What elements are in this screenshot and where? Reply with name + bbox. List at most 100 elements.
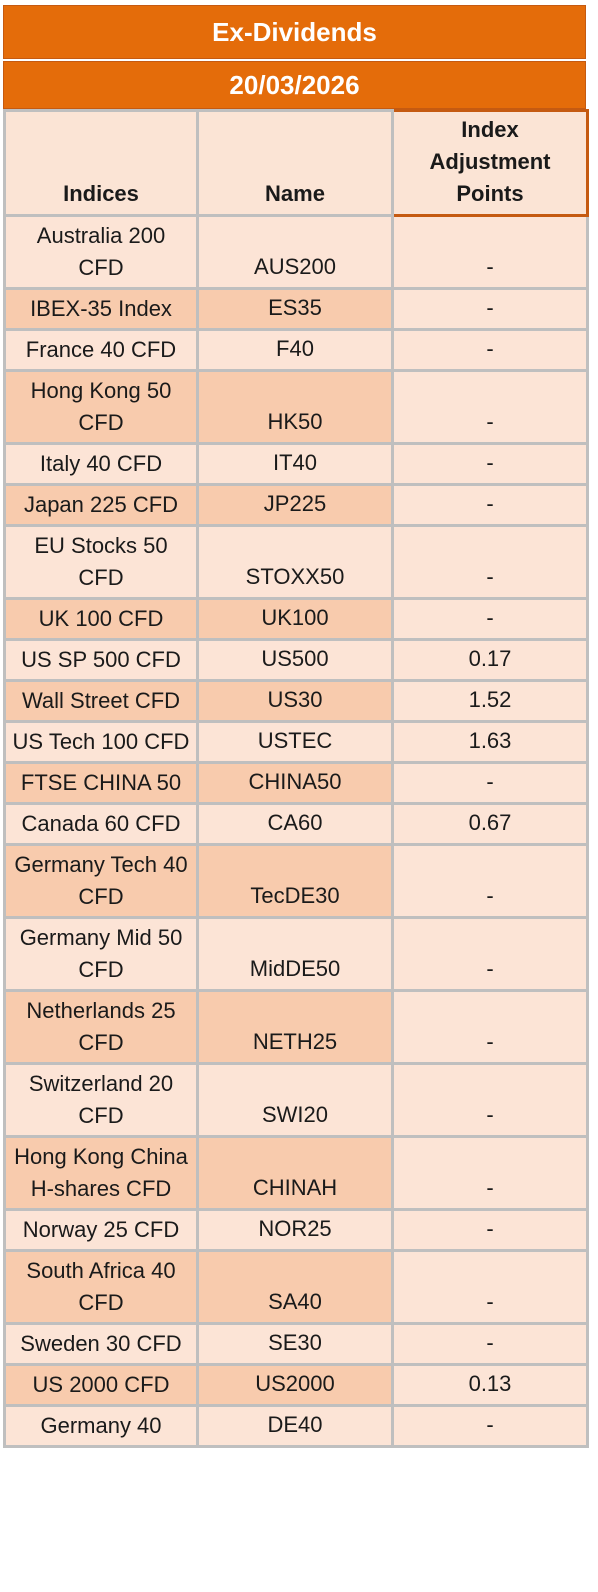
cell-adjustment: 1.52: [391, 679, 589, 723]
cell-index: Switzerland 20 CFD: [3, 1062, 199, 1138]
table-row: Hong Kong 50 CFD HK50-: [3, 369, 589, 445]
header-adjustment-line2: Adjustment: [429, 149, 551, 174]
table-row: US 2000 CFD US2000 0.13: [3, 1363, 589, 1407]
ex-dividends-sheet: Ex-Dividends 20/03/2026 Indices Name Ind…: [3, 5, 589, 1448]
table-row: Italy 40 CFD IT40-: [3, 442, 589, 486]
cell-adjustment: -: [391, 1062, 589, 1138]
cell-index: EU Stocks 50 CFD: [3, 524, 199, 600]
cell-index: Germany 40: [3, 1404, 199, 1448]
cell-index: Norway 25 CFD: [3, 1208, 199, 1252]
cell-adjustment: -: [391, 1208, 589, 1252]
table-row: Germany 40 DE40-: [3, 1404, 589, 1448]
table-row: Netherlands 25 CFD NETH25-: [3, 989, 589, 1065]
cell-name: USTEC: [196, 720, 394, 764]
table-row: Wall Street CFD US30 1.52: [3, 679, 589, 723]
table-row: Hong Kong China H-shares CFD CHINAH -: [3, 1135, 589, 1211]
cell-index: Netherlands 25 CFD: [3, 989, 199, 1065]
table-row: FTSE CHINA 50 CHINA50-: [3, 761, 589, 805]
cell-name: NOR25: [196, 1208, 394, 1252]
cell-adjustment: -: [391, 524, 589, 600]
header-adjustment-points: Index Adjustment Points: [391, 109, 589, 217]
header-name: Name: [196, 109, 394, 217]
dividends-table: Indices Name Index Adjustment Points Aus…: [3, 109, 589, 1448]
cell-index: France 40 CFD: [3, 328, 199, 372]
cell-index: UK 100 CFD: [3, 597, 199, 641]
cell-adjustment: -: [391, 1322, 589, 1366]
cell-adjustment: -: [391, 1404, 589, 1448]
cell-name: US500: [196, 638, 394, 682]
cell-adjustment: -: [391, 1249, 589, 1325]
table-row: US Tech 100 CFD USTEC 1.63: [3, 720, 589, 764]
cell-name: NETH25: [196, 989, 394, 1065]
table-body: Australia 200 CFD AUS200- IBEX-35 Index ES3…: [3, 214, 589, 1448]
cell-index: Germany Tech 40 CFD: [3, 843, 199, 919]
cell-adjustment: -: [391, 442, 589, 486]
cell-name: US2000: [196, 1363, 394, 1407]
cell-adjustment: -: [391, 843, 589, 919]
table-row: Sweden 30 CFD SE30-: [3, 1322, 589, 1366]
table-row: Switzerland 20 CFD SWI20-: [3, 1062, 589, 1138]
cell-index: US Tech 100 CFD: [3, 720, 199, 764]
table-row: Australia 200 CFD AUS200-: [3, 214, 589, 290]
cell-index: Australia 200 CFD: [3, 214, 199, 290]
cell-name: TecDE30: [196, 843, 394, 919]
cell-index: Hong Kong 50 CFD: [3, 369, 199, 445]
cell-adjustment: 0.13: [391, 1363, 589, 1407]
table-row: South Africa 40 CFD SA40-: [3, 1249, 589, 1325]
cell-adjustment: -: [391, 916, 589, 992]
cell-name: IT40: [196, 442, 394, 486]
cell-adjustment: -: [391, 369, 589, 445]
cell-index: South Africa 40 CFD: [3, 1249, 199, 1325]
cell-name: UK100: [196, 597, 394, 641]
cell-name: US30: [196, 679, 394, 723]
cell-name: ES35: [196, 287, 394, 331]
cell-name: AUS200: [196, 214, 394, 290]
header-adjustment-line1: Index: [461, 117, 519, 142]
cell-name: MidDE50: [196, 916, 394, 992]
cell-adjustment: 0.17: [391, 638, 589, 682]
cell-adjustment: -: [391, 328, 589, 372]
cell-index: Germany Mid 50 CFD: [3, 916, 199, 992]
cell-adjustment: -: [391, 761, 589, 805]
cell-index: IBEX-35 Index: [3, 287, 199, 331]
cell-index: Canada 60 CFD: [3, 802, 199, 846]
table-row: Japan 225 CFD JP225-: [3, 483, 589, 527]
table-row: IBEX-35 Index ES35-: [3, 287, 589, 331]
sheet-date: 20/03/2026: [3, 61, 586, 109]
table-row: Germany Tech 40 CFD TecDE30-: [3, 843, 589, 919]
cell-index: Sweden 30 CFD: [3, 1322, 199, 1366]
cell-name: CA60: [196, 802, 394, 846]
cell-index: Japan 225 CFD: [3, 483, 199, 527]
table-row: Norway 25 CFD NOR25-: [3, 1208, 589, 1252]
cell-name: DE40: [196, 1404, 394, 1448]
cell-name: JP225: [196, 483, 394, 527]
table-row: France 40 CFD F40-: [3, 328, 589, 372]
table-row: UK 100 CFD UK100-: [3, 597, 589, 641]
cell-adjustment: -: [391, 287, 589, 331]
cell-adjustment: -: [391, 597, 589, 641]
table-row: Germany Mid 50 CFD MidDE50-: [3, 916, 589, 992]
table-row: US SP 500 CFD US500 0.17: [3, 638, 589, 682]
header-adjustment-line3: Points: [456, 181, 524, 206]
cell-adjustment: 0.67: [391, 802, 589, 846]
cell-index: US SP 500 CFD: [3, 638, 199, 682]
cell-index: US 2000 CFD: [3, 1363, 199, 1407]
cell-name: SA40: [196, 1249, 394, 1325]
cell-adjustment: 1.63: [391, 720, 589, 764]
cell-adjustment: -: [391, 483, 589, 527]
cell-adjustment: -: [391, 989, 589, 1065]
cell-name: SWI20: [196, 1062, 394, 1138]
table-row: Canada 60 CFD CA60 0.67: [3, 802, 589, 846]
cell-name: CHINA50: [196, 761, 394, 805]
cell-name: HK50: [196, 369, 394, 445]
table-row: EU Stocks 50 CFD STOXX50-: [3, 524, 589, 600]
cell-index: FTSE CHINA 50: [3, 761, 199, 805]
cell-name: SE30: [196, 1322, 394, 1366]
cell-adjustment: -: [391, 1135, 589, 1211]
cell-index: Hong Kong China H-shares CFD: [3, 1135, 199, 1211]
cell-adjustment: -: [391, 214, 589, 290]
cell-name: STOXX50: [196, 524, 394, 600]
header-row: Indices Name Index Adjustment Points: [3, 109, 589, 217]
cell-name: CHINAH: [196, 1135, 394, 1211]
sheet-title: Ex-Dividends: [3, 5, 586, 59]
